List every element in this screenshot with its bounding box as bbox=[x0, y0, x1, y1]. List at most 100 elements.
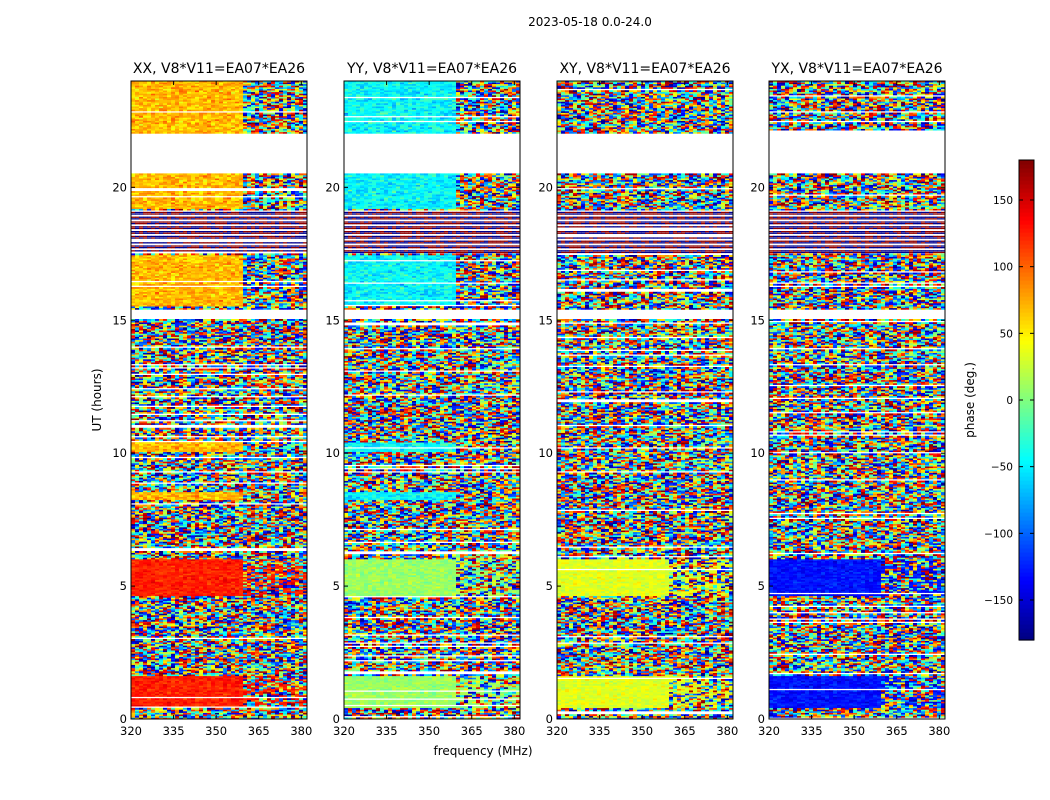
x-tick-label: 365 bbox=[461, 724, 483, 738]
colorbar-tick-label: 150 bbox=[993, 195, 1013, 207]
colorbar-segment bbox=[1019, 504, 1034, 509]
colorbar-segment bbox=[1019, 284, 1034, 289]
colorbar-tick-label: −50 bbox=[991, 462, 1013, 474]
colorbar-segment bbox=[1019, 252, 1034, 257]
heatmap-cells bbox=[131, 81, 307, 719]
colorbar-segment bbox=[1019, 296, 1034, 301]
colorbar-segment bbox=[1019, 496, 1034, 501]
x-tick-label: 320 bbox=[546, 724, 568, 738]
colorbar-segment bbox=[1019, 468, 1034, 473]
y-tick-label: 15 bbox=[538, 313, 553, 327]
colorbar-segment bbox=[1019, 268, 1034, 273]
panel-4: YX, V8*V11=EA07*EA26 320 335 350 365 380 0 5 10 1… bbox=[750, 61, 950, 738]
colorbar-tick-label: 100 bbox=[993, 262, 1013, 274]
x-tick-label: 365 bbox=[674, 724, 696, 738]
colorbar-segment bbox=[1019, 244, 1034, 249]
y-tick-label: 20 bbox=[538, 180, 553, 194]
figure-suptitle: 2023-05-18 0.0-24.0 bbox=[528, 15, 652, 29]
colorbar-segment bbox=[1019, 308, 1034, 313]
y-tick-label: 5 bbox=[120, 579, 127, 593]
colorbar-segment bbox=[1019, 492, 1034, 497]
colorbar-segment bbox=[1019, 260, 1034, 265]
colorbar-segment bbox=[1019, 576, 1034, 581]
colorbar-segment bbox=[1019, 532, 1034, 537]
colorbar-segment bbox=[1019, 620, 1034, 625]
y-tick-label: 0 bbox=[758, 712, 765, 726]
colorbar-segment bbox=[1019, 488, 1034, 493]
colorbar-segment bbox=[1019, 544, 1034, 549]
colorbar-segment bbox=[1019, 212, 1034, 217]
colorbar-segment bbox=[1019, 312, 1034, 317]
panel-title: XX, V8*V11=EA07*EA26 bbox=[133, 61, 305, 77]
colorbar-segment bbox=[1019, 448, 1034, 453]
panel-title: YY, V8*V11=EA07*EA26 bbox=[346, 61, 517, 77]
colorbar-segment bbox=[1019, 320, 1034, 325]
x-tick-label: 350 bbox=[843, 724, 865, 738]
colorbar-segment bbox=[1019, 408, 1034, 413]
colorbar-segment bbox=[1019, 432, 1034, 437]
colorbar-segment bbox=[1019, 624, 1034, 629]
colorbar-segment bbox=[1019, 184, 1034, 189]
x-tick-label: 365 bbox=[886, 724, 908, 738]
y-tick-label: 20 bbox=[112, 180, 127, 194]
colorbar-tick-label: 50 bbox=[1000, 328, 1013, 340]
colorbar-segment bbox=[1019, 248, 1034, 253]
colorbar-segment bbox=[1019, 256, 1034, 261]
colorbar-segment bbox=[1019, 592, 1034, 597]
x-tick-label: 335 bbox=[801, 724, 823, 738]
colorbar-segment bbox=[1019, 344, 1034, 349]
colorbar-segment bbox=[1019, 172, 1034, 177]
colorbar: −150 −100 −50 0 50 100 150 bbox=[984, 159, 1035, 641]
colorbar-segment bbox=[1019, 168, 1034, 173]
colorbar-segment bbox=[1019, 372, 1034, 377]
colorbar-segment bbox=[1019, 520, 1034, 525]
colorbar-segment bbox=[1019, 608, 1034, 613]
colorbar-segment bbox=[1019, 464, 1034, 469]
colorbar-segment bbox=[1019, 324, 1034, 329]
y-tick-label: 20 bbox=[750, 180, 765, 194]
colorbar-segment bbox=[1019, 480, 1034, 485]
colorbar-segment bbox=[1019, 388, 1034, 393]
colorbar-segment bbox=[1019, 548, 1034, 553]
colorbar-segment bbox=[1019, 216, 1034, 221]
colorbar-segment bbox=[1019, 436, 1034, 441]
colorbar-segment bbox=[1019, 404, 1034, 409]
colorbar-segment bbox=[1019, 240, 1034, 245]
colorbar-segment bbox=[1019, 360, 1034, 365]
x-tick-label: 365 bbox=[248, 724, 270, 738]
heatmap-cells bbox=[557, 81, 733, 719]
colorbar-segment bbox=[1019, 460, 1034, 465]
colorbar-segment bbox=[1019, 452, 1034, 457]
colorbar-segment bbox=[1019, 276, 1034, 281]
colorbar-segment bbox=[1019, 336, 1034, 341]
colorbar-segment bbox=[1019, 560, 1034, 565]
colorbar-segment bbox=[1019, 588, 1034, 593]
colorbar-segment bbox=[1019, 340, 1034, 345]
y-tick-label: 0 bbox=[120, 712, 127, 726]
colorbar-segment bbox=[1019, 272, 1034, 277]
colorbar-tick-label: 0 bbox=[1006, 395, 1013, 407]
colorbar-segment bbox=[1019, 368, 1034, 373]
colorbar-segment bbox=[1019, 332, 1034, 337]
colorbar-segment bbox=[1019, 392, 1034, 397]
colorbar-segment bbox=[1019, 600, 1034, 605]
colorbar-tick-label: −100 bbox=[984, 528, 1013, 540]
colorbar-segment bbox=[1019, 220, 1034, 225]
y-tick-label: 10 bbox=[325, 446, 340, 460]
panel-frame bbox=[343, 80, 521, 720]
colorbar-segment bbox=[1019, 228, 1034, 233]
x-tick-label: 335 bbox=[376, 724, 398, 738]
panel-2: YY, V8*V11=EA07*EA26 320 335 350 365 380 0 5 10 1… bbox=[325, 61, 525, 738]
colorbar-segment bbox=[1019, 232, 1034, 237]
heatmap-cells bbox=[769, 81, 945, 719]
panel-frame bbox=[130, 80, 308, 720]
panel-3: XY, V8*V11=EA07*EA26 320 335 350 365 380 0 5 10 1… bbox=[538, 61, 738, 738]
colorbar-segment bbox=[1019, 456, 1034, 461]
colorbar-label: phase (deg.) bbox=[963, 362, 977, 438]
colorbar-segment bbox=[1019, 568, 1034, 573]
x-axis-label: frequency (MHz) bbox=[433, 744, 532, 758]
x-tick-label: 320 bbox=[333, 724, 355, 738]
colorbar-segment bbox=[1019, 300, 1034, 305]
y-axis-label: UT (hours) bbox=[90, 368, 104, 431]
